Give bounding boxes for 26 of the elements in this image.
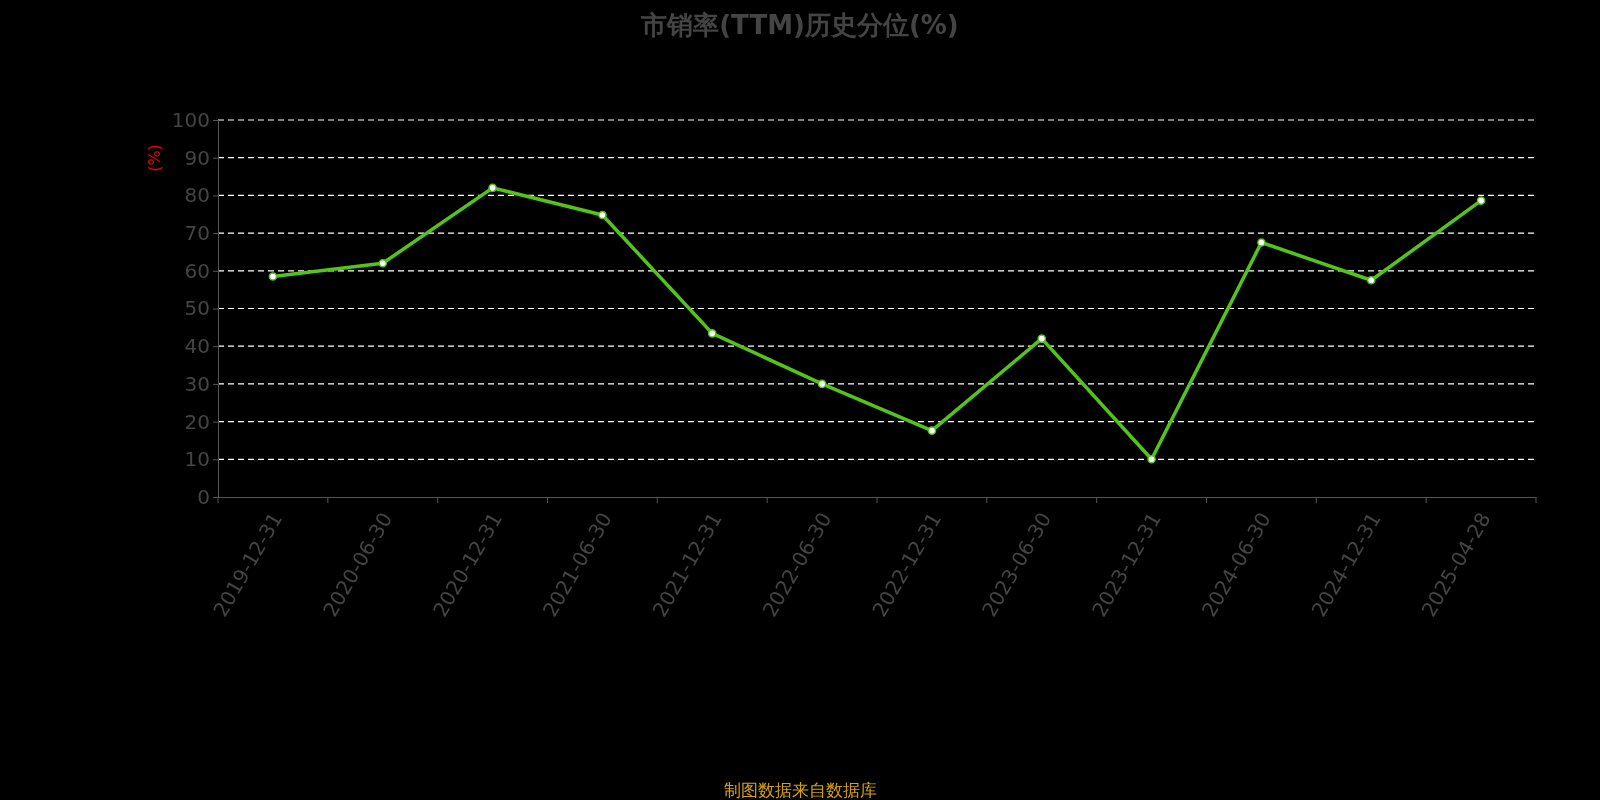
y-tick-label: 80 [184, 183, 210, 208]
y-tick-label: 50 [184, 296, 210, 321]
y-tick-label: 70 [184, 221, 210, 245]
point [598, 210, 607, 220]
point [378, 258, 388, 268]
point [927, 426, 937, 435]
y-tick-label: 30 [184, 371, 210, 396]
point [488, 183, 497, 193]
y-tick-label: 60 [184, 258, 210, 283]
y-tick-label: 100 [171, 107, 210, 132]
text: 制图数据来自数据库 [723, 780, 877, 800]
y-tick-label: 20 [184, 409, 210, 434]
point [1037, 334, 1047, 343]
point [707, 329, 717, 338]
point [268, 272, 278, 281]
y-tick-label: 40 [184, 334, 210, 359]
point [1147, 454, 1156, 464]
point [817, 379, 827, 389]
point [1476, 196, 1486, 205]
point [1257, 238, 1266, 247]
y-tick-label: 10 [184, 447, 210, 472]
y-tick-label: 90 [184, 145, 210, 170]
point [1366, 275, 1376, 285]
chart-title: 市销率(TTM)历史分位(%) [640, 10, 959, 40]
y-axis-title: (%) [145, 144, 164, 172]
y-tick-label: 0 [197, 484, 210, 509]
